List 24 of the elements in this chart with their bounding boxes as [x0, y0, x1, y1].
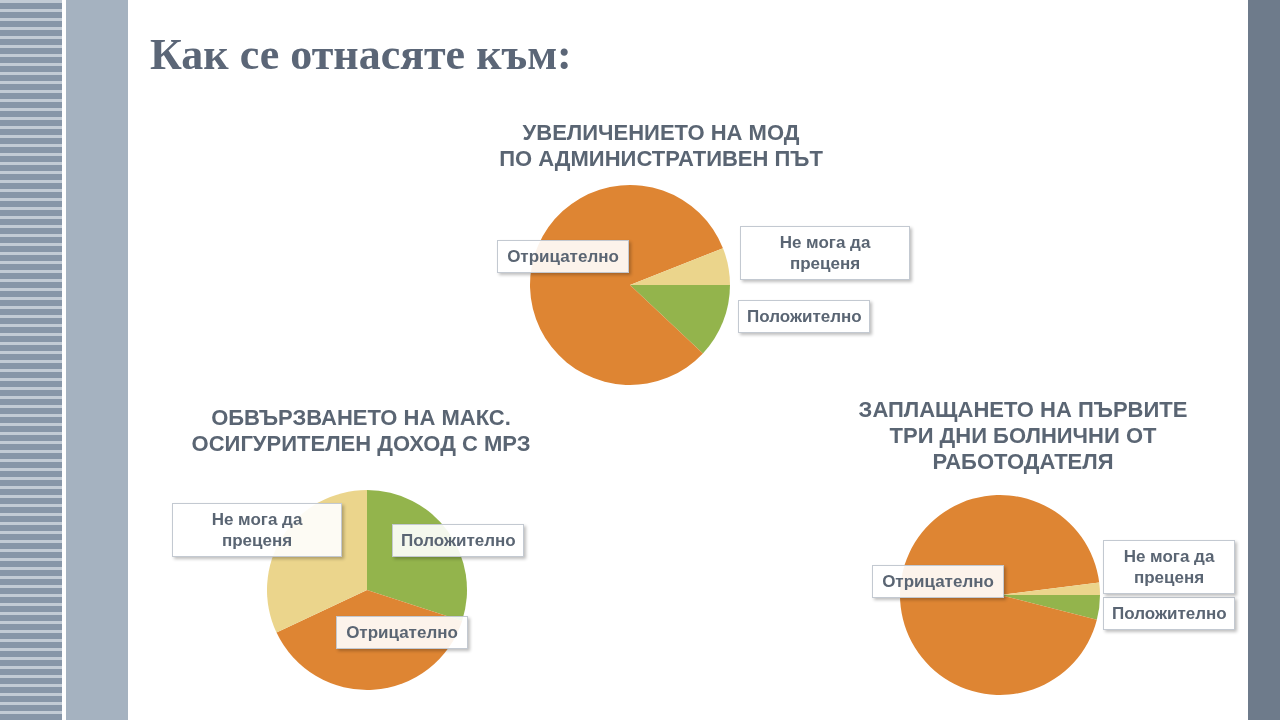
callout-box: Не мога да преценя: [740, 226, 910, 280]
chart-title: ОБВЪРЗВАНЕТО НА МАКС. ОСИГУРИТЕЛЕН ДОХОД С МРЗ: [191, 405, 531, 456]
slice-label: Не мога да преценя: [779, 233, 871, 273]
slice-label: Положително: [1112, 604, 1227, 623]
pie-slice: [630, 285, 730, 354]
slice-label: Положително: [747, 307, 862, 326]
slice-label: Отрицателно: [507, 247, 619, 266]
text: Как се отнасяте към:: [150, 30, 572, 80]
callout-box: Положително: [1103, 597, 1235, 630]
slice-label: Отрицателно: [882, 572, 994, 591]
callout-box: Положително: [392, 524, 524, 557]
chart-title: ЗАПЛАЩАНЕТО НА ПЪРВИТЕ ТРИ ДНИ БОЛНИЧНИ ОТ РАБОТОДАТЕЛЯ: [858, 397, 1188, 474]
callout-box: Отрицателно: [336, 616, 468, 649]
callout-box: Положително: [738, 300, 870, 333]
slice-label: Положително: [401, 531, 516, 550]
callout-box: Не мога да преценя: [1103, 540, 1235, 594]
slice-label: Отрицателно: [346, 623, 458, 642]
callout-box: Не мога да преценя: [172, 503, 342, 557]
pie-slice: [630, 248, 730, 285]
chart-title: УВЕЛИЧЕНИЕТО НА МОД ПО АДМИНИСТРАТИВЕН ПЪТ: [499, 120, 824, 171]
slice-label: Не мога да преценя: [1123, 547, 1215, 587]
callout-box: Отрицателно: [872, 565, 1004, 598]
slice-label: Не мога да преценя: [211, 510, 303, 550]
callout-box: Отрицателно: [497, 240, 629, 273]
